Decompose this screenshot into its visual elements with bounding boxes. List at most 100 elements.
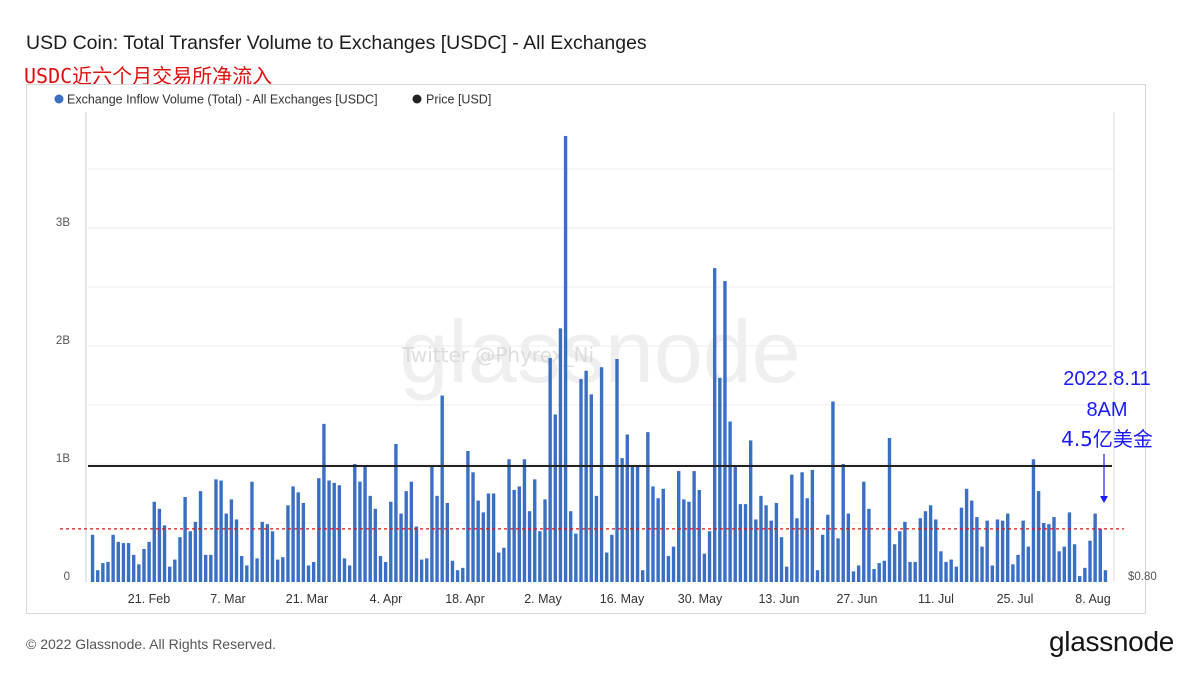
inflow-bar [692, 471, 696, 582]
inflow-bar [954, 566, 959, 582]
x-tick-label: 2. May [524, 592, 562, 606]
inflow-bar [738, 504, 743, 582]
inflow-bar [317, 478, 321, 582]
x-tick-label: 11. Jul [918, 592, 954, 606]
inflow-bar [1042, 523, 1046, 582]
inflow-bar [497, 552, 501, 582]
inflow-bar [651, 486, 655, 582]
inflow-bar [250, 481, 254, 582]
footer-logo: glassnode [1049, 626, 1174, 657]
inflow-bar [712, 268, 717, 582]
inflow-bar [455, 570, 460, 582]
inflow-bar [378, 556, 383, 582]
inflow-bar [1006, 513, 1010, 582]
inflow-bar [126, 543, 131, 582]
inflow-bar [368, 495, 372, 582]
inflow-bar [759, 495, 763, 582]
inflow-bar [872, 569, 876, 582]
inflow-bar [903, 521, 907, 582]
inflow-bar [445, 502, 450, 582]
inflow-bar [111, 534, 115, 582]
inflow-bar [198, 491, 203, 582]
inflow-bar [620, 458, 624, 582]
inflow-bar [723, 281, 727, 582]
inflow-bar [373, 508, 378, 582]
inflow-bar [168, 566, 172, 582]
x-tick-label: 13. Jun [758, 592, 799, 606]
inflow-bar [229, 499, 234, 582]
inflow-bar [856, 565, 861, 582]
inflow-bar [769, 520, 773, 582]
inflow-bar [846, 513, 851, 582]
inflow-bar [1067, 512, 1072, 582]
inflow-bar [527, 511, 532, 582]
inflow-bar [1031, 459, 1036, 582]
inflow-bar [882, 560, 887, 582]
inflow-bar [687, 501, 691, 582]
inflow-bar [203, 554, 208, 582]
x-tick-label: 18. Apr [445, 592, 485, 606]
inflow-bar [831, 401, 835, 582]
inflow-bar [491, 493, 496, 582]
x-tick-label: 7. Mar [210, 592, 245, 606]
inflow-bar [1047, 524, 1051, 582]
inflow-bar [96, 570, 100, 582]
inflow-bar [615, 358, 619, 582]
inflow-bar [589, 394, 593, 582]
inflow-bar [265, 524, 270, 582]
inflow-bar [563, 135, 568, 582]
inflow-bar [764, 505, 768, 582]
inflow-bar [784, 566, 789, 582]
x-tick-label: 21. Feb [128, 592, 170, 606]
inflow-bar [754, 519, 758, 582]
inflow-bar [892, 544, 897, 582]
inflow-bar [342, 558, 347, 582]
inflow-bar [908, 561, 912, 582]
inflow-bar [286, 505, 290, 582]
inflow-bar [260, 521, 264, 582]
inflow-bar [162, 525, 167, 582]
inflow-bar [173, 559, 177, 582]
inflow-bar [1057, 551, 1061, 582]
inflow-bar [157, 508, 162, 582]
x-tick-label: 4. Apr [370, 592, 403, 606]
legend-price-label: Price [USD] [426, 93, 491, 107]
inflow-bar [1083, 567, 1087, 582]
inflow-bar [707, 531, 712, 582]
inflow-bar [867, 508, 871, 582]
inflow-bar [132, 554, 136, 582]
inflow-bar [1098, 528, 1102, 582]
inflow-bar [795, 518, 799, 582]
y-tick-2b: 2B [56, 335, 70, 347]
inflow-bar [666, 556, 671, 582]
inflow-bar [90, 534, 95, 582]
inflow-bar [671, 546, 676, 582]
x-tick-label: 27. Jun [836, 592, 877, 606]
inflow-bar [743, 504, 748, 582]
inflow-bar [553, 414, 557, 582]
inflow-bar [311, 561, 316, 582]
inflow-bar [774, 502, 779, 582]
inflow-bar [970, 500, 974, 582]
inflow-bar [255, 558, 259, 582]
inflow-bar [543, 499, 547, 582]
inflow-bar [985, 520, 989, 582]
inflow-bar [214, 479, 218, 582]
inflow-bar [980, 546, 984, 582]
inflow-bar [702, 553, 707, 582]
inflow-bar [245, 565, 249, 582]
inflow-bar [733, 466, 737, 582]
inflow-bar [466, 451, 470, 582]
inflow-bar [425, 558, 429, 582]
inflow-bar [923, 511, 928, 582]
inflow-bar [697, 489, 701, 582]
inflow-bar [440, 395, 444, 582]
inflow-bar [476, 500, 480, 582]
inflow-bar [748, 440, 753, 582]
inflow-bar [1078, 576, 1082, 582]
inflow-bar [1062, 546, 1066, 582]
inflow-bar [928, 505, 933, 582]
inflow-bar [944, 561, 948, 582]
inflow-bar [301, 502, 306, 582]
inflow-bar [347, 565, 352, 582]
